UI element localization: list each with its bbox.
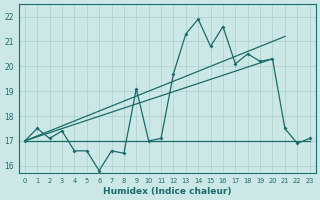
X-axis label: Humidex (Indice chaleur): Humidex (Indice chaleur) bbox=[103, 187, 231, 196]
